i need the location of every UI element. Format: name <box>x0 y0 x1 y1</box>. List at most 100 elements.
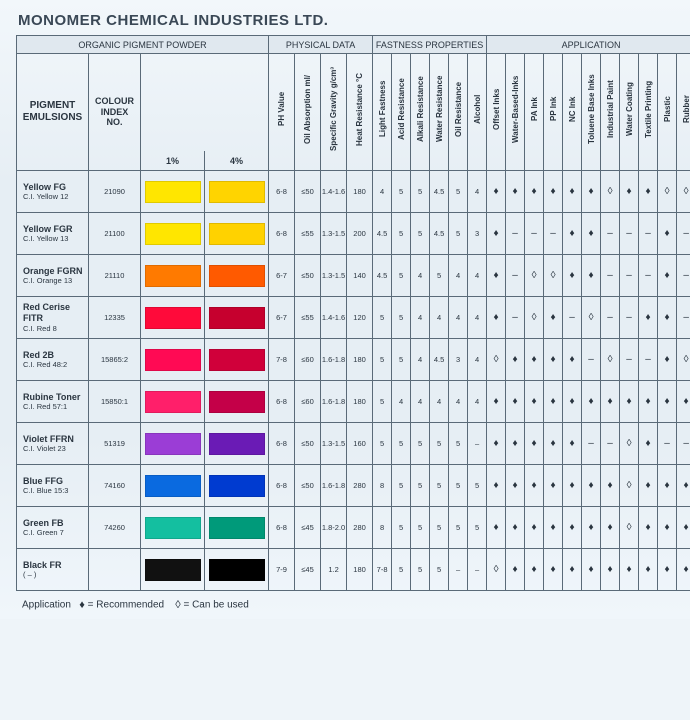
ap-cell: ♦ <box>563 423 582 465</box>
ap-cell: ♦ <box>544 339 563 381</box>
ap-cell: ♦ <box>563 171 582 213</box>
pd-cell: 1.6-1.8 <box>321 381 347 423</box>
ap-cell: – <box>601 297 620 339</box>
color-swatch <box>209 223 265 245</box>
ap-cell: ♦ <box>658 465 677 507</box>
ap-cell: ♦ <box>525 381 544 423</box>
pigment-name-cell: Blue FFGC.I. Blue 15:3 <box>17 465 89 507</box>
ap-cell: – <box>677 297 690 339</box>
swatch-cell-c1 <box>141 297 205 339</box>
pigment-name: Rubine Toner <box>23 392 88 403</box>
fp-col-2: Alkali Resistance <box>411 54 430 171</box>
pigment-subname: C.I. Orange 13 <box>23 276 88 285</box>
ap-cell: ♦ <box>620 549 639 591</box>
fp-cell: 4 <box>468 255 487 297</box>
ap-cell: ♦ <box>658 213 677 255</box>
ap-cell: ♦ <box>544 465 563 507</box>
ap-cell: ♦ <box>601 465 620 507</box>
pd-cell: 280 <box>347 465 373 507</box>
pd-cell: ≤45 <box>295 507 321 549</box>
ap-cell: – <box>658 423 677 465</box>
fp-cell: 4 <box>449 381 468 423</box>
swatch-cell-c4 <box>205 297 269 339</box>
ap-col-8: Textile Printing <box>639 54 658 171</box>
ap-cell: ♦ <box>487 213 506 255</box>
fp-cell: 5 <box>373 423 392 465</box>
pd-col-0: PH Value <box>269 54 295 171</box>
swatch-cell-c4 <box>205 465 269 507</box>
pd-cell: ≤50 <box>295 171 321 213</box>
col-colour-index-no: COLOURINDEXNO. <box>89 54 141 171</box>
ap-cell: ♦ <box>525 423 544 465</box>
fp-cell: 4 <box>468 297 487 339</box>
swatch-cell-c4 <box>205 423 269 465</box>
color-swatch <box>145 265 201 287</box>
fp-cell: – <box>449 549 468 591</box>
fp-cell: 4 <box>468 381 487 423</box>
ap-cell: ♦ <box>563 507 582 549</box>
color-swatch <box>209 559 265 581</box>
swatch-cell-c1 <box>141 339 205 381</box>
fp-cell: 5 <box>411 549 430 591</box>
pigment-name-cell: Green FBC.I. Green 7 <box>17 507 89 549</box>
pigment-name-cell: Black FR( – ) <box>17 549 89 591</box>
ap-cell: ◊ <box>582 297 601 339</box>
pigment-subname: C.I. Yellow 13 <box>23 234 88 243</box>
company-title: MONOMER CHEMICAL INDUSTRIES LTD. <box>18 12 674 29</box>
colour-index-cell: 15850:1 <box>89 381 141 423</box>
ap-cell: ♦ <box>563 339 582 381</box>
fp-cell: 4 <box>449 255 468 297</box>
ap-cell: ♦ <box>677 549 690 591</box>
fp-cell: 5 <box>373 381 392 423</box>
swatch-cell-c1 <box>141 213 205 255</box>
ap-cell: ♦ <box>544 549 563 591</box>
group-ap: APPLICATION <box>487 36 690 54</box>
ap-cell: – <box>677 255 690 297</box>
ap-cell: ♦ <box>620 381 639 423</box>
pd-cell: 1.6-1.8 <box>321 339 347 381</box>
colour-index-cell: 21100 <box>89 213 141 255</box>
swatch-header-spacer <box>141 54 269 152</box>
fp-cell: 5 <box>430 465 449 507</box>
color-swatch <box>209 391 265 413</box>
fp-cell: 5 <box>449 213 468 255</box>
fp-cell: – <box>468 423 487 465</box>
pigment-subname: C.I. Red 8 <box>23 324 88 333</box>
fp-cell: 5 <box>411 423 430 465</box>
color-swatch <box>145 391 201 413</box>
pigment-table: ORGANIC PIGMENT POWDER PHYSICAL DATA FAS… <box>16 35 690 591</box>
fp-cell: 5 <box>411 465 430 507</box>
pd-cell: ≤60 <box>295 339 321 381</box>
swatch-cell-c1 <box>141 549 205 591</box>
color-swatch <box>145 349 201 371</box>
color-swatch <box>145 475 201 497</box>
pd-cell: ≤55 <box>295 213 321 255</box>
legend-canbeused-icon: ◊ <box>175 599 180 611</box>
color-swatch <box>209 307 265 329</box>
table-row: Violet FFRNC.I. Violet 23513196-8≤501.3-… <box>17 423 690 465</box>
pd-cell: 6-7 <box>269 297 295 339</box>
fp-cell: 5 <box>373 339 392 381</box>
table-row: Rubine TonerC.I. Red 57:115850:16-8≤601.… <box>17 381 690 423</box>
fp-cell: 4 <box>430 381 449 423</box>
ap-cell: – <box>677 423 690 465</box>
ap-cell: ◊ <box>658 171 677 213</box>
fp-col-5: Alcohol <box>468 54 487 171</box>
group-pd: PHYSICAL DATA <box>269 36 373 54</box>
ap-cell: ♦ <box>487 297 506 339</box>
fp-cell: 4 <box>449 297 468 339</box>
pd-cell: 1.2 <box>321 549 347 591</box>
ap-cell: – <box>639 339 658 381</box>
fp-cell: 5 <box>468 507 487 549</box>
colour-index-cell: 74160 <box>89 465 141 507</box>
ap-col-1: Water-Based-Inks <box>506 54 525 171</box>
pigment-name: Yellow FG <box>23 182 88 193</box>
ap-col-7: Water Coating <box>620 54 639 171</box>
fp-cell: 5 <box>373 297 392 339</box>
pd-cell: 1.6-1.8 <box>321 465 347 507</box>
table-body: Yellow FGC.I. Yellow 12210906-8≤501.4-1.… <box>17 171 690 591</box>
pd-cell: 6-7 <box>269 255 295 297</box>
ap-cell: – <box>525 213 544 255</box>
swatch-cell-c1 <box>141 255 205 297</box>
ap-cell: ♦ <box>658 549 677 591</box>
